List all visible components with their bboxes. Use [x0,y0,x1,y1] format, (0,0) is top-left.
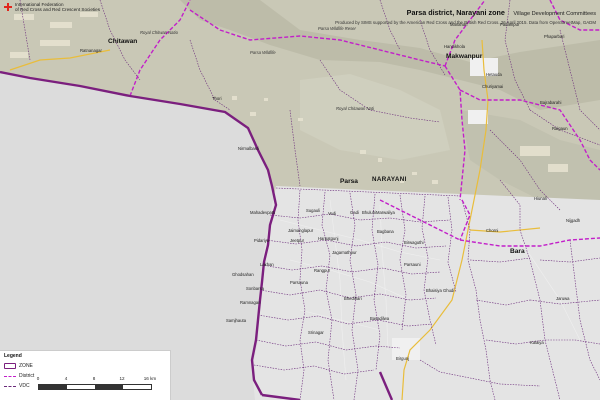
org-header: International Federation of Red Cross an… [4,2,100,13]
scale-segments [38,384,152,390]
label-bhedihari: Bhedihari [344,296,362,301]
label-bagbana: Bagbana [377,229,394,234]
label-bhuluhi: BhuluhiMarwaliya [362,210,395,215]
label-harpatgunj: Harpatgunj [318,236,339,241]
label-churiyamai: Churiyamai [482,84,504,89]
zone-swatch [4,363,16,369]
scale-tick-8: 8 [92,376,96,381]
legend-zone: ZONE [4,363,33,369]
org-line-2: of Red Cross and Red Crescent Societies [15,7,101,13]
label-sugauli: Sugauli [306,208,320,213]
label-chorni: Chorni [486,228,499,233]
label-srinagar: Srinagar [308,330,324,335]
label-thori: Thori [212,96,222,101]
terai-plain [252,186,600,400]
label-mahadevpatti: Mahadevpatti [250,210,276,215]
map-subtitle: Village Development Committees [513,11,596,17]
label-birwaguthi: Birwaguthi [404,240,424,245]
label-handikhola: Handikhola [444,44,465,49]
label-gadi: Gadi [350,210,359,215]
ridge-shade [460,110,600,210]
label-jaimanglapur: Jaimanglapur [288,228,314,233]
label-rangpur: Rangpur [314,268,331,273]
label-ghodsahan: Ghodsahan [232,272,254,277]
label-sonbarsa: Sonbarsa [246,286,264,291]
settlements [10,12,568,184]
district-swatch [4,375,16,377]
label-padampur: Padampur [500,22,520,27]
label-ramnagari: Ramnagari [240,300,261,305]
district-borders [129,0,600,247]
ridge-shade [180,0,600,110]
legend-vdc: VDC [4,383,30,389]
label-parsauna: Parsauna [290,280,308,285]
legend-panel: Legend ZONE District VDC [0,350,171,400]
label-parsa-wildlife-2: Parsa Wildlife [250,50,276,55]
legend-vdc-label: VDC [19,383,30,389]
map-credits: Produced by SIMS supported by the Americ… [335,20,596,25]
label-ratnanagar: Ratnanagar [80,48,102,53]
legend-zone-label: ZONE [19,363,33,369]
label-jagarnathpur: Jagarnathpur [332,250,357,255]
label-birgunj: Birgunj [396,356,410,361]
org-line-1: International Federation [15,2,64,7]
label-phaparbari: Phaparbari [544,34,565,39]
label-parsa-wildlife: Parsa Wildlife Reser [318,26,356,31]
label-parsauni: Parsauni [404,262,421,267]
label-basadilwa: Basadilwa [370,316,390,321]
map-title: Parsa district, Narayani zone [406,8,505,17]
label-royal-chitawan-2: Royal Chitawan Nati [336,106,374,111]
label-nijgadh: Nijgadh [566,218,581,223]
label-vedi: Vedi [328,211,337,216]
minor-roads [279,199,581,381]
label-parsa: Parsa [340,178,358,185]
label-jaruwa: Jaruwa [556,296,570,301]
label-manahari: Manahari [450,22,468,27]
label-makwanpur: Makwanpur [446,53,483,60]
label-nirmalbasti: Nirmalbasti [238,146,259,151]
scale-tick-16: 16 km [143,376,157,381]
label-royal-chitawan: Royal Chitwan Natio [140,30,178,35]
label-kalaiya: Kalaiya [530,340,544,345]
roads [9,39,541,400]
label-raigaun: Raigaun [552,126,568,131]
label-chitawan: Chitawan [108,38,138,45]
legend-district: District [4,373,34,379]
label-bajrabarahi: Bajrabarahi [540,100,562,105]
label-hetauda: Hetauda [486,72,502,77]
zone-border [0,70,394,400]
label-bhaisiya: Bhaisiya Ghudi [426,288,455,293]
vdc-swatch [4,385,16,387]
label-pidariya: Pidariya [254,238,270,243]
label-samjhauta: Samjhauta [226,318,247,323]
scale-tick-4: 4 [64,376,68,381]
scale-tick-12: 12 [119,376,125,381]
vdc-borders [19,0,600,400]
label-jeetpur: Jeetpur [290,238,304,243]
label-narayani: NARAYANI [372,176,407,183]
map-header: Parsa district, Narayani zone Village De… [335,2,596,26]
label-hiunali: Hiunali [534,196,547,201]
legend-title: Legend [4,353,22,359]
scale-tick-0: 0 [36,376,40,381]
legend-district-label: District [19,373,35,379]
label-lakhan: Lakhan [260,262,274,267]
ridge-shade [300,74,450,160]
label-bara: Bara [510,248,525,255]
red-cross-icon [4,3,12,11]
